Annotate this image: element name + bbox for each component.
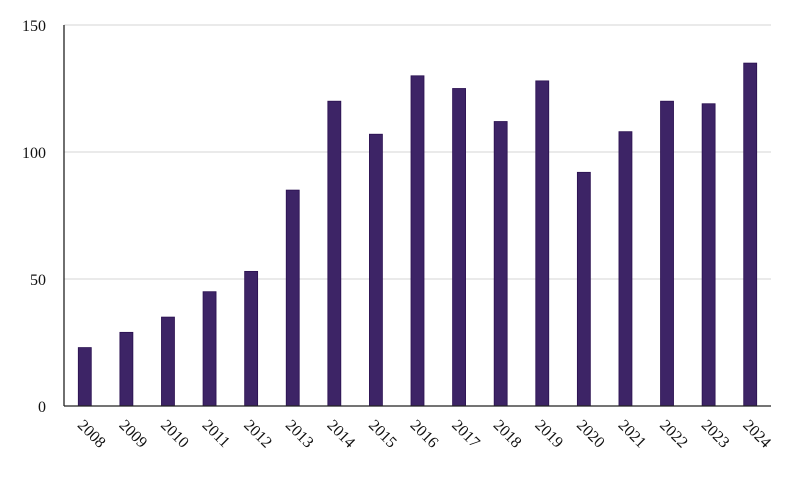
x-tick-labels: 2008 2009 2010 2011 2012 2013 2014 2015 2016 2017… (74, 417, 774, 452)
bar-2008 (77, 347, 92, 407)
bar-2023 (701, 103, 716, 407)
bar-2011 (202, 291, 217, 407)
x-tick-label: 2024 (739, 417, 774, 452)
bar-2019 (535, 80, 550, 407)
y-tick-label: 100 (22, 145, 46, 162)
bar-2022 (660, 100, 674, 407)
bar-2009 (119, 331, 134, 407)
bar-2016 (410, 75, 425, 407)
bar-2013 (285, 189, 300, 407)
x-tick-label: 2013 (282, 417, 317, 452)
bar-2021 (618, 131, 633, 407)
x-tick-label: 2019 (531, 417, 566, 452)
y-tick-labels: 0 50 100 150 (22, 18, 46, 416)
x-tick-label: 2014 (323, 417, 358, 452)
bar-2020 (576, 171, 591, 407)
bar-2024 (743, 62, 758, 407)
x-tick-label: 2015 (365, 417, 400, 452)
y-tick-label: 50 (30, 272, 46, 289)
bar-2017 (452, 88, 466, 407)
bar-2018 (493, 121, 508, 407)
y-tick-label: 0 (38, 399, 46, 416)
x-tick-label: 2022 (656, 417, 691, 452)
x-tick-label: 2023 (698, 417, 733, 452)
x-tick-label: 2018 (490, 417, 525, 452)
x-tick-label: 2020 (573, 417, 608, 452)
x-tick-label: 2017 (448, 417, 483, 452)
x-tick-label: 2016 (407, 417, 442, 452)
x-tick-label: 2021 (615, 417, 650, 452)
x-tick-label: 2012 (240, 417, 275, 452)
x-tick-label: 2009 (116, 417, 151, 452)
bar-2015 (369, 133, 383, 407)
bars (77, 62, 758, 407)
x-tick-label: 2008 (74, 417, 109, 452)
bar-2014 (327, 100, 342, 407)
bar-2012 (244, 270, 259, 407)
x-tick-label: 2011 (199, 417, 233, 451)
bar-2010 (161, 316, 175, 407)
x-tick-label: 2010 (157, 417, 192, 452)
y-tick-label: 150 (22, 18, 46, 35)
